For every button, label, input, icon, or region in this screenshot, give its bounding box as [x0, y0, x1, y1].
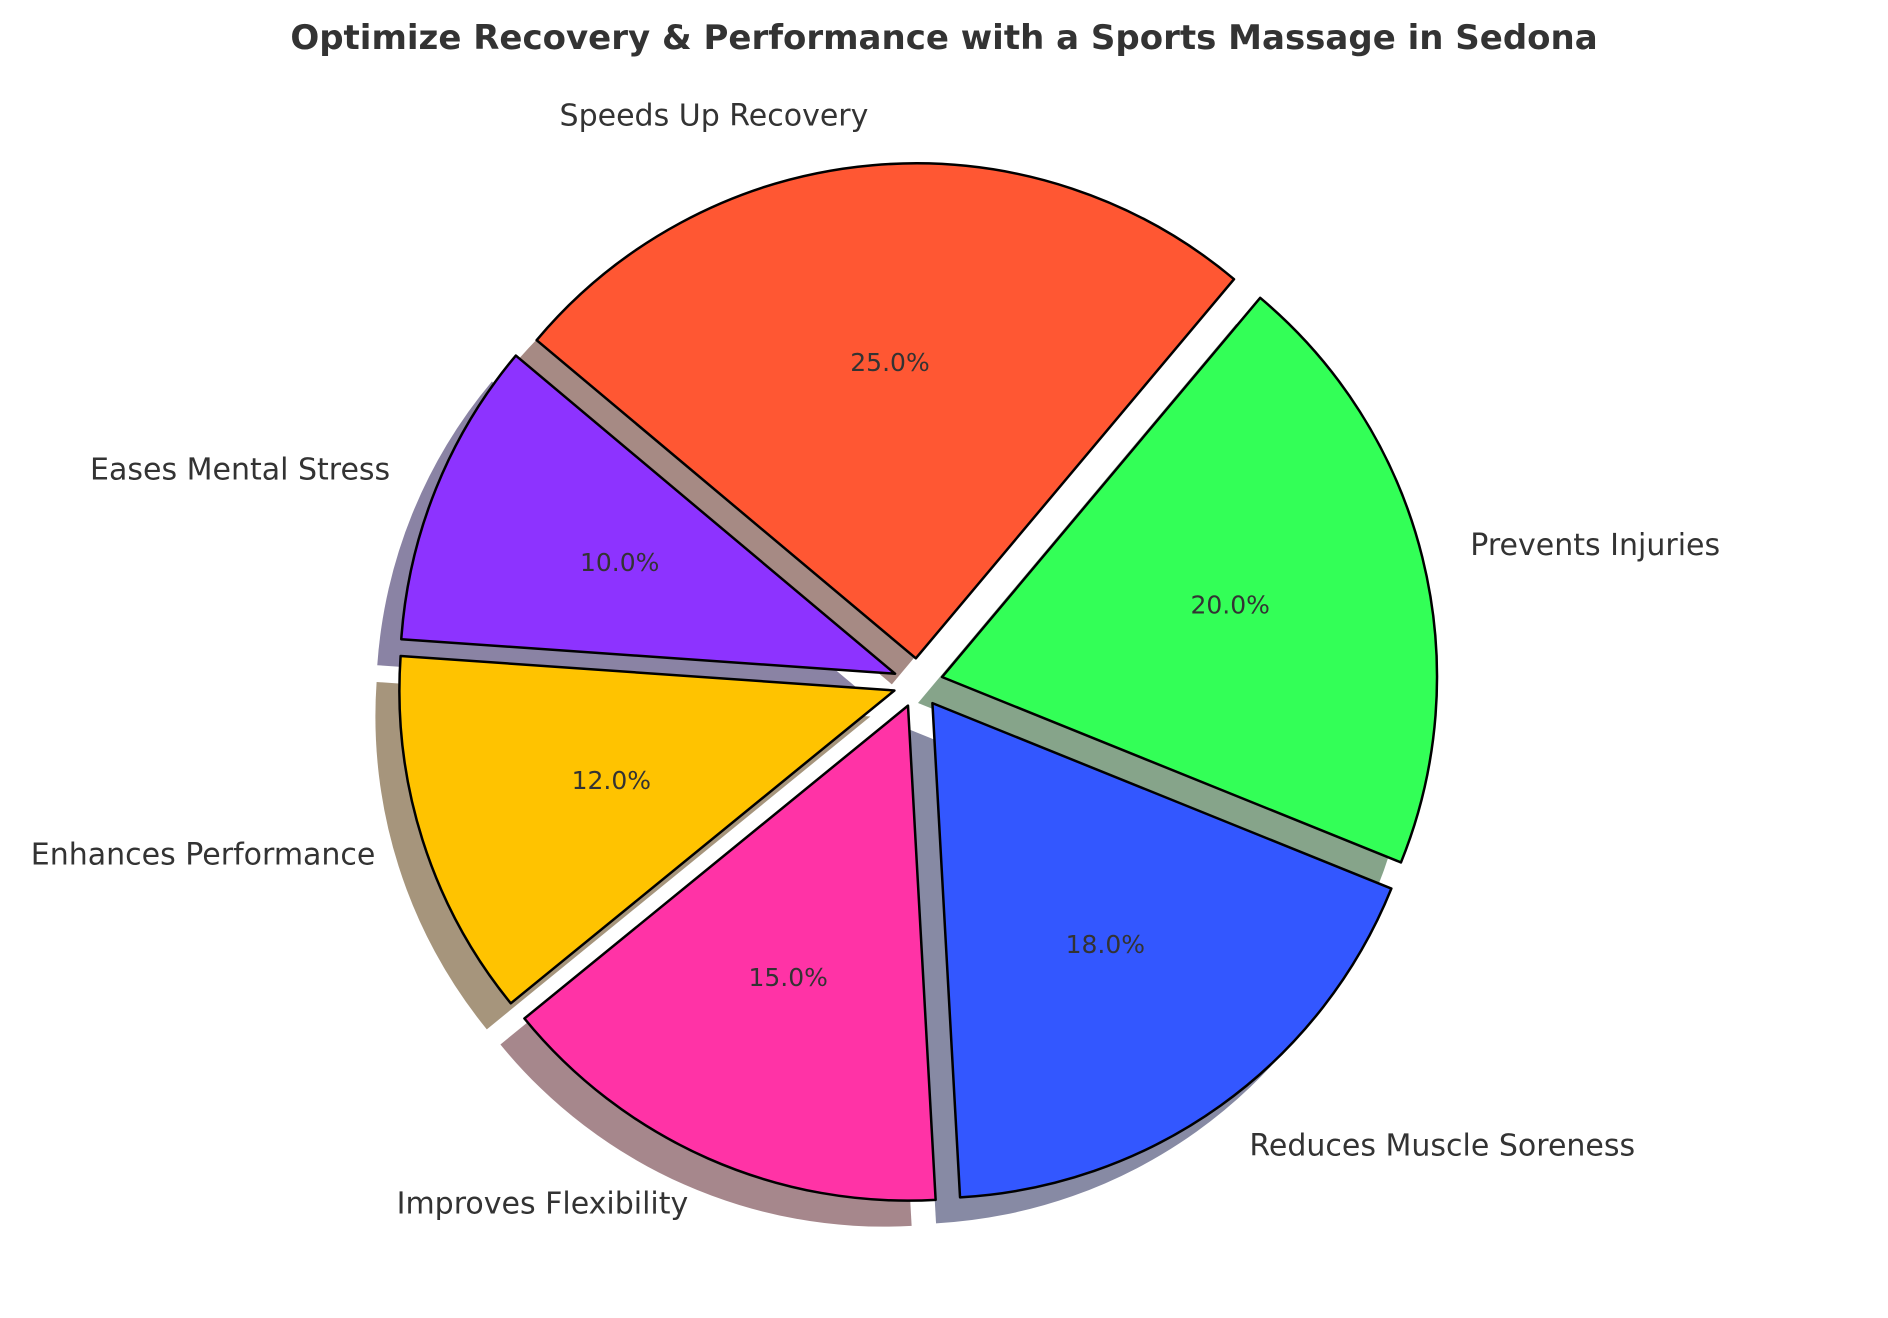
category-label-speeds-up-recovery: Speeds Up Recovery: [560, 98, 869, 133]
category-label-eases-mental-stress: Eases Mental Stress: [90, 452, 390, 487]
percent-label-eases-mental-stress: 10.0%: [580, 548, 659, 577]
percent-label-improves-flexibility: 15.0%: [748, 963, 827, 992]
slice-speeds-up-recovery: [535, 162, 1236, 660]
slice-improves-flexibility: [523, 704, 937, 1202]
percent-label-speeds-up-recovery: 25.0%: [850, 348, 929, 377]
percent-labels: 25.0% 20.0% 18.0% 15.0% 12.0% 10.0%: [572, 348, 1270, 992]
category-label-enhances-performance: Enhances Performance: [31, 838, 376, 873]
category-label-reduces-muscle-soreness: Reduces Muscle Soreness: [1249, 1128, 1635, 1163]
category-label-prevents-injuries: Prevents Injuries: [1470, 528, 1720, 563]
pie-slices: [398, 162, 1439, 1202]
percent-label-reduces-muscle-soreness: 18.0%: [1066, 930, 1145, 959]
slice-prevents-injuries: [940, 296, 1439, 864]
category-labels: Speeds Up Recovery Prevents Injuries Reduc…: [31, 98, 1720, 1221]
percent-label-enhances-performance: 12.0%: [572, 766, 651, 795]
slice-enhances-performance: [398, 654, 896, 1005]
chart-title: Optimize Recovery & Performance with a S…: [290, 18, 1597, 58]
slice-reduces-muscle-soreness: [931, 701, 1393, 1199]
category-label-improves-flexibility: Improves Flexibility: [397, 1186, 689, 1221]
percent-label-prevents-injuries: 20.0%: [1190, 591, 1269, 620]
slice-eases-mental-stress: [400, 354, 897, 675]
